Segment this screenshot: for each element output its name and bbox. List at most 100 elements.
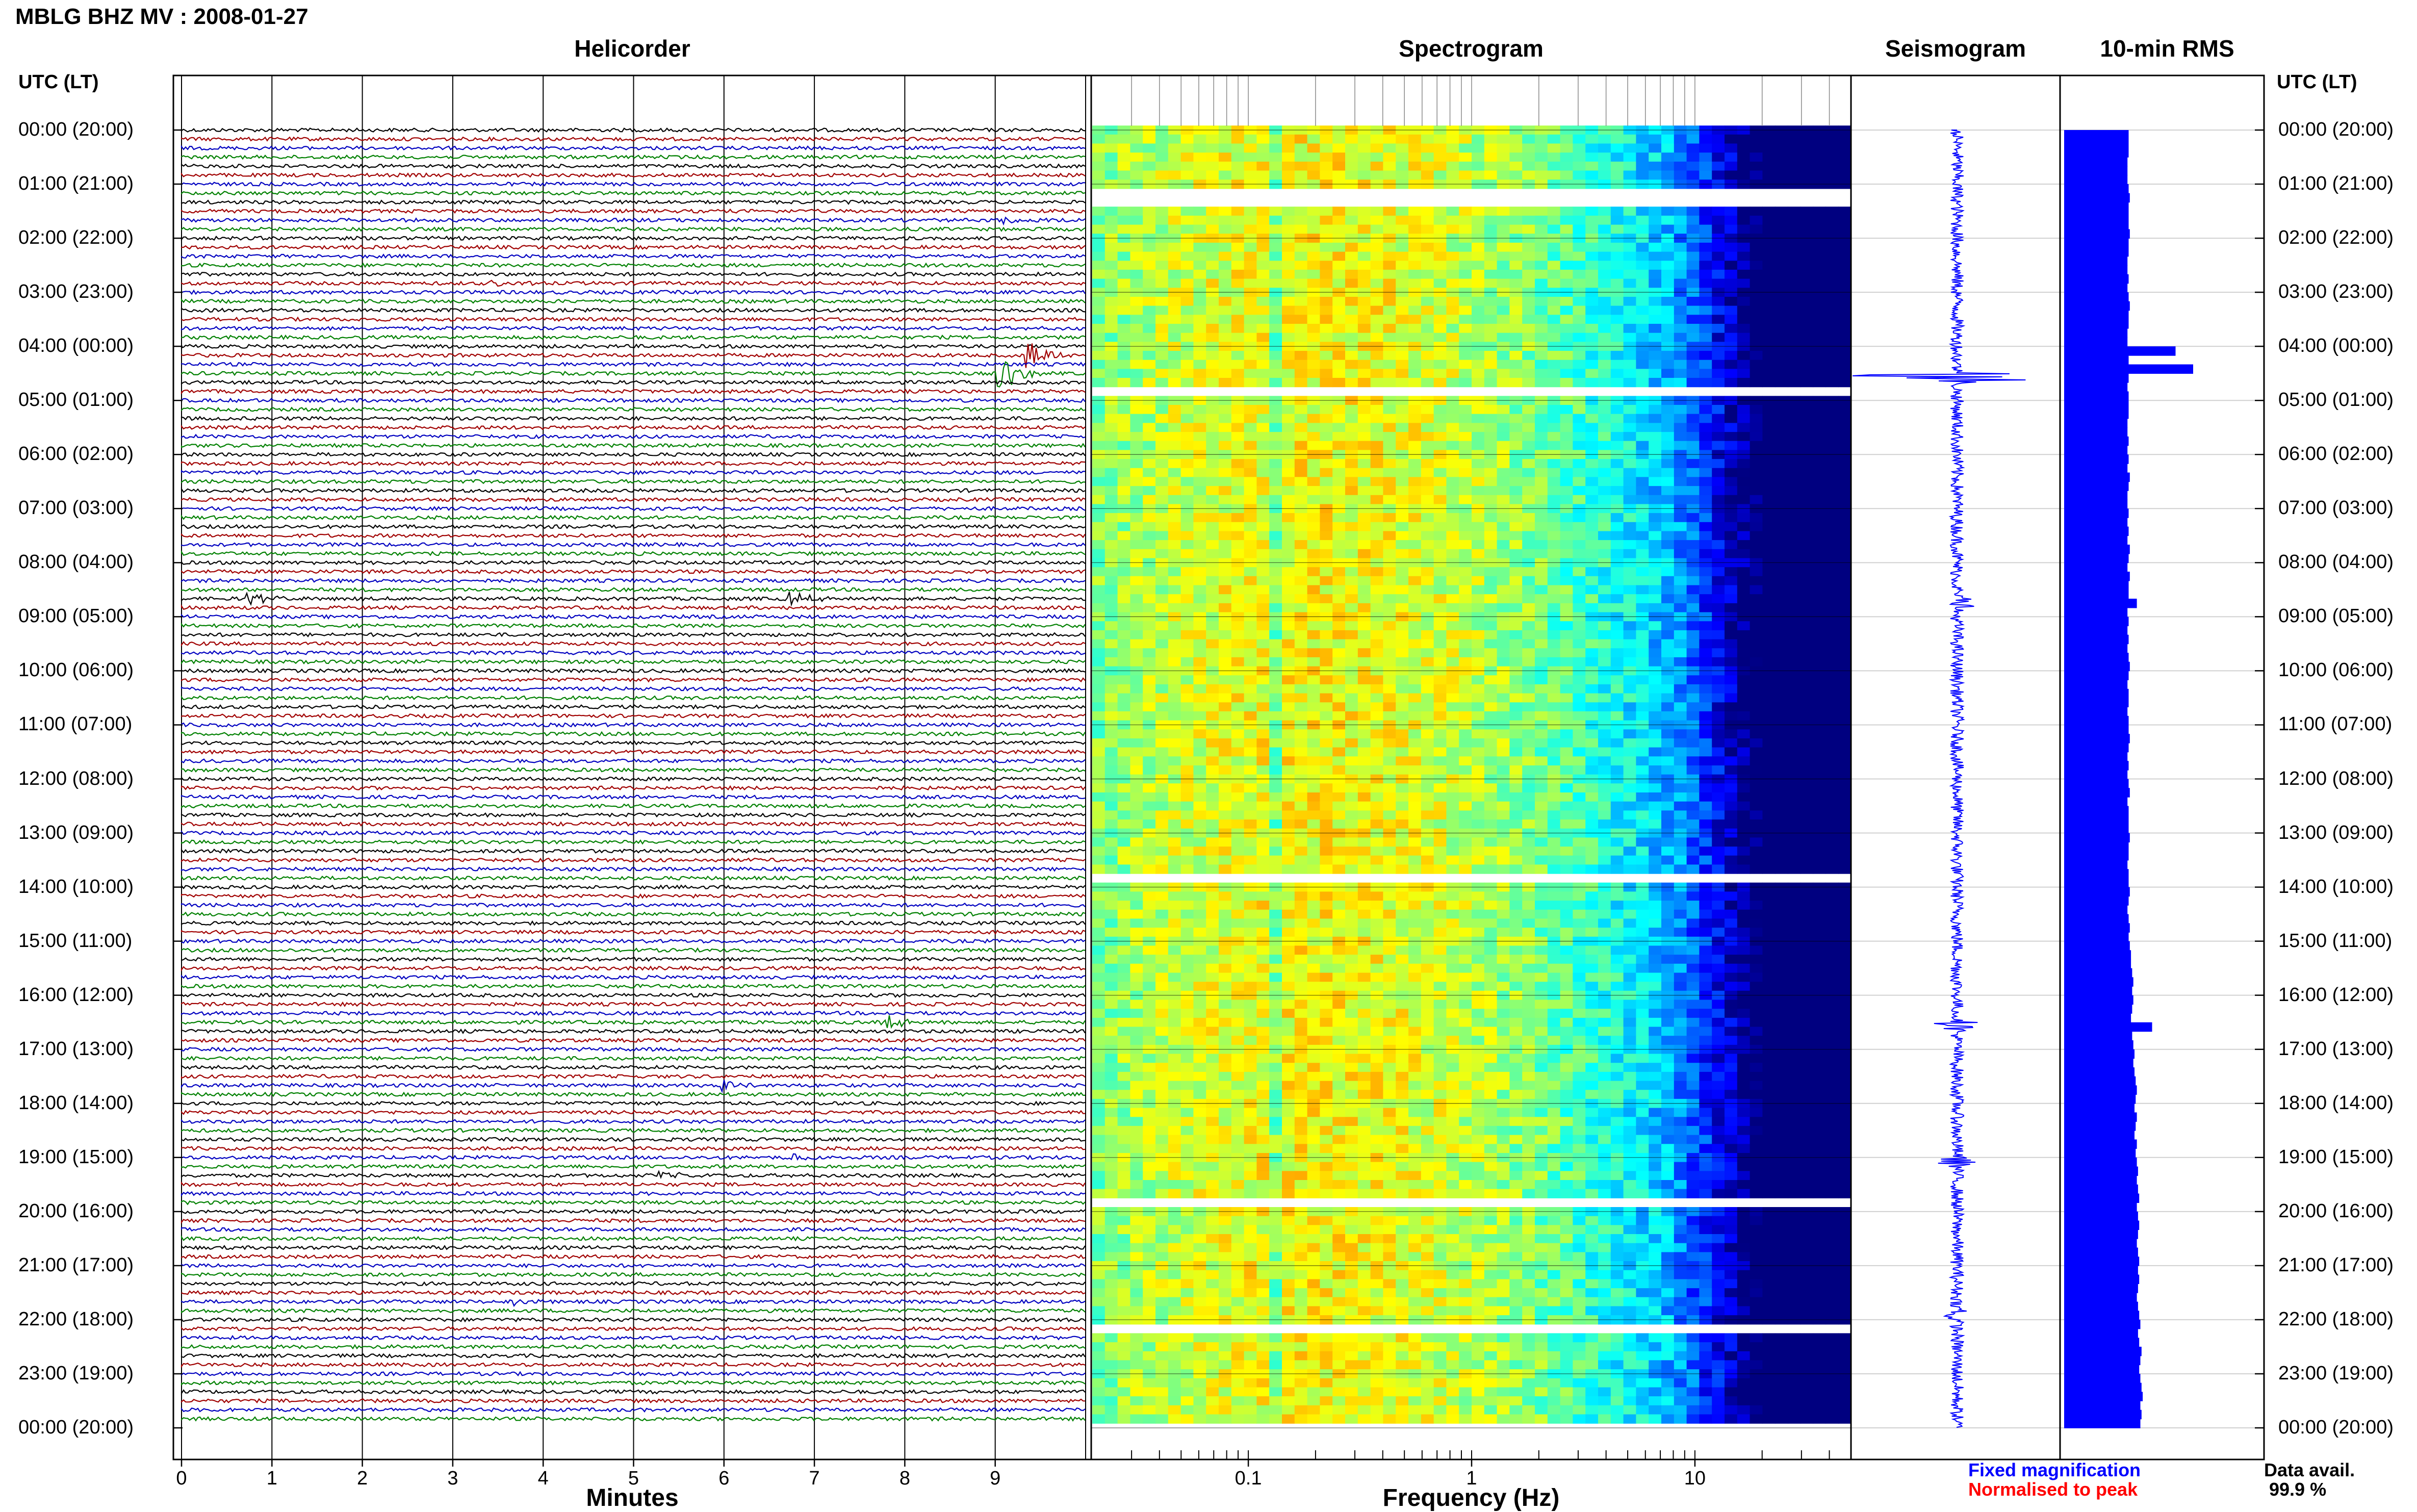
spectrogram-cell (1408, 225, 1421, 234)
spectrogram-cell (1105, 171, 1118, 180)
spectrogram-cell (1560, 468, 1573, 477)
spectrogram-cell (1813, 414, 1826, 423)
spectrogram-cell (1649, 567, 1661, 576)
spectrogram-cell (1687, 315, 1700, 324)
spectrogram-cell (1801, 441, 1813, 450)
spectrogram-cell (1130, 675, 1143, 684)
spectrogram-cell (1472, 729, 1484, 738)
spectrogram-cell (1105, 468, 1118, 477)
spectrogram-cell (1459, 306, 1472, 315)
spectrogram-cell (1661, 792, 1674, 802)
spectrogram-cell (1320, 243, 1332, 252)
spectrogram-cell (1585, 630, 1598, 639)
spectrogram-cell (1408, 792, 1421, 802)
spectrogram-cell (1649, 162, 1661, 171)
spectrogram-cell (1396, 765, 1408, 775)
spectrogram-cell (1421, 306, 1434, 315)
spectrogram-cell (1813, 738, 1826, 748)
spectrogram-cell (1269, 243, 1282, 252)
spectrogram-cell (1219, 441, 1231, 450)
spectrogram-cell (1509, 297, 1522, 306)
spectrogram-cell (1295, 576, 1307, 585)
spectrogram-cell (1219, 748, 1231, 757)
spectrogram-cell (1560, 297, 1573, 306)
spectrogram-cell (1320, 657, 1332, 667)
spectrogram-cell (1762, 216, 1775, 225)
spectrogram-cell (1522, 522, 1535, 531)
spectrogram-cell (1813, 306, 1826, 315)
spectrogram-cell (1649, 333, 1661, 342)
spectrogram-cell (1674, 297, 1687, 306)
spectrogram-cell (1358, 207, 1371, 216)
spectrogram-cell (1408, 802, 1421, 811)
spectrogram-cell (1105, 207, 1118, 216)
spectrogram-cell (1421, 756, 1434, 765)
spectrogram-cell (1699, 477, 1712, 486)
spectrogram-cell (1762, 351, 1775, 360)
spectrogram-cell (1130, 477, 1143, 486)
spectrogram-cell (1168, 819, 1181, 829)
spectrogram-cell (1813, 630, 1826, 639)
spectrogram-cell (1624, 270, 1636, 279)
spectrogram-cell (1611, 297, 1624, 306)
spectrogram-cell (1345, 748, 1358, 757)
spectrogram-cell (1674, 369, 1687, 378)
spectrogram-cell (1560, 261, 1573, 270)
spectrogram-cell (1649, 729, 1661, 738)
spectrogram-cell (1459, 369, 1472, 378)
spectrogram-cell (1332, 513, 1345, 522)
spectrogram-cell (1737, 216, 1750, 225)
spectrogram-cell (1143, 333, 1155, 342)
spectrogram-cell (1750, 405, 1763, 414)
spectrogram-cell (1813, 252, 1826, 261)
spectrogram-cell (1345, 225, 1358, 234)
spectrogram-cell (1611, 765, 1624, 775)
spectrogram-cell (1358, 468, 1371, 477)
spectrogram-cell (1762, 748, 1775, 757)
spectrogram-cell (1585, 837, 1598, 847)
spectrogram-cell (1788, 738, 1801, 748)
spectrogram-cell (1497, 639, 1510, 649)
spectrogram-cell (1446, 486, 1459, 495)
spectrogram-cell (1295, 423, 1307, 432)
spectrogram-cell (1548, 405, 1560, 414)
spectrogram-cell (1193, 694, 1206, 703)
spectrogram-cell (1472, 261, 1484, 270)
spectrogram-cell (1712, 802, 1725, 811)
spectrogram-cell (1206, 576, 1219, 585)
spectrogram-cell (1585, 594, 1598, 603)
spectrogram-cell (1762, 495, 1775, 504)
spectrogram-cell (1750, 711, 1763, 721)
spectrogram-cell (1472, 152, 1484, 162)
spectrogram-cell (1699, 135, 1712, 144)
spectrogram-cell (1838, 765, 1851, 775)
spectrogram-cell (1674, 748, 1687, 757)
spectrogram-cell (1598, 423, 1611, 432)
spectrogram-cell (1775, 603, 1788, 612)
spectrogram-cell (1762, 711, 1775, 721)
spectrogram-cell (1118, 847, 1130, 856)
spectrogram-cell (1092, 252, 1105, 261)
spectrogram-cell (1168, 152, 1181, 162)
spectrogram-cell (1269, 657, 1282, 667)
spectrogram-cell (1548, 306, 1560, 315)
spectrogram-cell (1535, 819, 1548, 829)
spectrogram-cell (1118, 621, 1130, 630)
spectrogram-cell (1130, 513, 1143, 522)
spectrogram-cell (1358, 756, 1371, 765)
spectrogram-cell (1788, 405, 1801, 414)
spectrogram-cell (1168, 144, 1181, 153)
spectrogram-cell (1421, 621, 1434, 630)
spectrogram-cell (1105, 261, 1118, 270)
spectrogram-cell (1725, 802, 1737, 811)
spectrogram-cell (1484, 495, 1497, 504)
spectrogram-cell (1219, 657, 1231, 667)
spectrogram-cell (1219, 495, 1231, 504)
spectrogram-cell (1649, 225, 1661, 234)
spectrogram-cell (1320, 684, 1332, 694)
spectrogram-cell (1484, 540, 1497, 549)
spectrogram-cell (1712, 783, 1725, 792)
spectrogram-cell (1219, 540, 1231, 549)
spectrogram-cell (1307, 207, 1320, 216)
spectrogram-cell (1624, 423, 1636, 432)
